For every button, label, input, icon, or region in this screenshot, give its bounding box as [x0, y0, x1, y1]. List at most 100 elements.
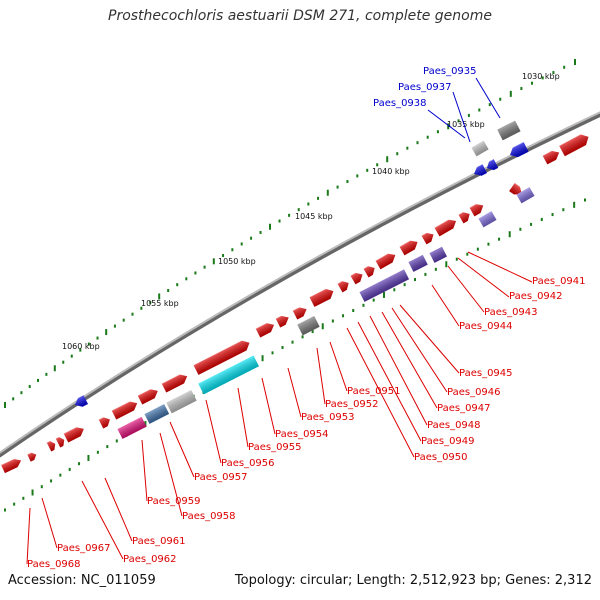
gene-arrow: [469, 200, 484, 217]
outer-tick-dot: [278, 219, 281, 223]
gene-highlight: [363, 263, 373, 270]
outer-tick-dot: [436, 130, 439, 134]
leader-line: [316, 347, 326, 405]
gene-shading: [469, 204, 484, 217]
gene-arrow: [275, 312, 289, 328]
gene-highlight: [27, 450, 35, 455]
gene-labels-top: Paes_0935 Paes_0937 Paes_0938: [373, 66, 477, 109]
gene-label-paes-0935[interactable]: Paes_0935: [423, 66, 477, 77]
inner-tick-dot: [424, 272, 427, 276]
leader-line: [399, 304, 460, 374]
gene-shading: [471, 140, 489, 157]
gene-label-paes-0952[interactable]: Paes_0952: [325, 399, 379, 410]
outer-tick-dot: [194, 271, 197, 275]
gene-highlight: [72, 394, 84, 401]
gene-label-paes-0961[interactable]: Paes_0961: [132, 536, 186, 547]
gene-highlight: [337, 278, 347, 285]
gene-arrow: [484, 158, 499, 171]
gene-label-paes-0951[interactable]: Paes_0951: [347, 386, 401, 397]
gene-arrow: [542, 147, 560, 165]
gene-label-paes-0962[interactable]: Paes_0962: [123, 554, 177, 565]
inner-tick-dot: [403, 283, 406, 287]
gene-label-paes-0953[interactable]: Paes_0953: [301, 412, 355, 423]
gene-highlight: [421, 229, 432, 237]
inner-tick-dot: [331, 319, 334, 323]
gene-label-paes-0945[interactable]: Paes_0945: [459, 368, 513, 379]
gene-label-paes-0941[interactable]: Paes_0941: [532, 276, 586, 287]
gene-arrow: [72, 394, 88, 407]
gene-arrow: [55, 434, 65, 448]
gene-label-paes-0955[interactable]: Paes_0955: [248, 442, 302, 453]
gene-arrow: [507, 141, 529, 158]
outer-tick-dot: [269, 223, 271, 230]
gene-shading: [144, 404, 170, 424]
gene-shading: [98, 417, 110, 429]
outer-tick-dot: [231, 248, 234, 252]
genome-summary-text: Topology: circular; Length: 2,512,923 bp…: [234, 573, 592, 588]
outer-tick-dot: [131, 312, 134, 316]
inner-tick-dot: [59, 473, 62, 477]
gene-shading: [458, 212, 470, 224]
leader-line: [452, 91, 471, 143]
gene-shading: [408, 254, 428, 272]
outer-tick-dot: [113, 324, 116, 328]
gene-shading: [198, 355, 259, 395]
gene-label-paes-0956[interactable]: Paes_0956: [221, 458, 275, 469]
leader-line: [26, 507, 31, 565]
gene-arrow: [375, 250, 396, 270]
leader-line: [447, 265, 485, 313]
tick-label-1035: 1035 kbp: [447, 120, 485, 129]
outer-tick-dot: [297, 208, 300, 212]
gene-label-paes-0958[interactable]: Paes_0958: [182, 511, 236, 522]
gene-highlight: [375, 250, 394, 262]
gene-label-paes-0937[interactable]: Paes_0937: [398, 82, 452, 93]
gene-label-paes-0946[interactable]: Paes_0946: [447, 387, 501, 398]
gene-label-paes-0944[interactable]: Paes_0944: [459, 321, 513, 332]
gene-label-paes-0943[interactable]: Paes_0943: [484, 307, 538, 318]
gene-label-paes-0948[interactable]: Paes_0948: [427, 420, 481, 431]
gene-shading: [63, 427, 84, 443]
inner-tick-dot: [13, 502, 16, 506]
gene-features: [0, 120, 589, 474]
outer-tick-dot: [158, 293, 161, 300]
gene-shading: [559, 134, 589, 157]
gene-shading: [161, 374, 188, 393]
gene-arrow: [434, 216, 457, 237]
gene-label-paes-0950[interactable]: Paes_0950: [414, 452, 468, 463]
gene-highlight: [98, 414, 108, 420]
gene-label-paes-0954[interactable]: Paes_0954: [275, 429, 329, 440]
gene-box: [497, 120, 521, 141]
outer-tick-dot: [509, 90, 512, 97]
inner-tick-dot: [301, 335, 304, 339]
gene-box: [144, 404, 170, 424]
gene-arrow: [137, 386, 158, 405]
gene-highlight: [137, 386, 156, 396]
outer-tick-dot: [53, 365, 56, 372]
gene-label-paes-0968[interactable]: Paes_0968: [27, 559, 81, 570]
leader-line: [391, 307, 448, 393]
gene-label-paes-0938[interactable]: Paes_0938: [373, 98, 427, 109]
inner-tick-dot: [455, 257, 458, 261]
gene-label-paes-0942[interactable]: Paes_0942: [509, 291, 563, 302]
gene-shading: [46, 440, 56, 452]
gene-highlight: [55, 434, 63, 439]
gene-label-paes-0957[interactable]: Paes_0957: [194, 472, 248, 483]
outer-tick-dot: [96, 336, 99, 340]
outer-tick-dot: [240, 242, 243, 246]
outer-tick-dot: [79, 348, 82, 352]
gene-label-paes-0967[interactable]: Paes_0967: [57, 543, 111, 554]
gene-box: [198, 355, 259, 395]
gene-label-paes-0947[interactable]: Paes_0947: [437, 403, 491, 414]
inner-tick-dot: [40, 485, 43, 489]
outer-tick-dot: [259, 230, 262, 234]
inner-tick-dot: [540, 217, 543, 221]
gene-box: [359, 269, 410, 302]
gene-label-paes-0949[interactable]: Paes_0949: [421, 436, 475, 447]
gene-highlight: [507, 141, 524, 151]
tick-label-1060: 1060 kbp: [62, 342, 100, 351]
inner-tick-dot: [551, 213, 554, 217]
gene-highlight: [111, 398, 136, 411]
gene-label-paes-0959[interactable]: Paes_0959: [147, 496, 201, 507]
outer-tick-dot: [520, 87, 523, 91]
gene-highlight: [161, 371, 186, 384]
